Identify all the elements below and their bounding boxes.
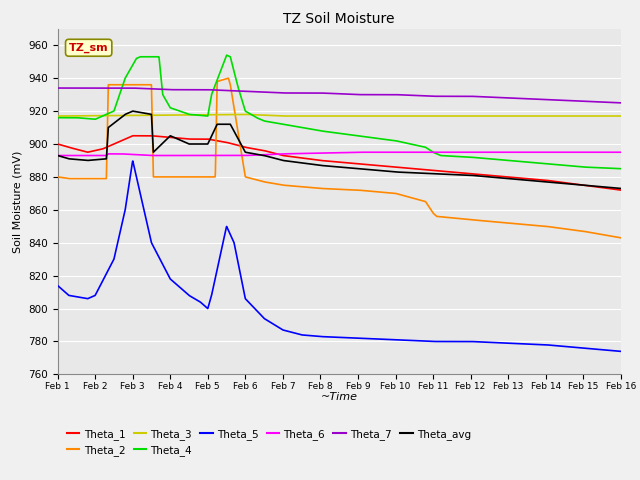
Y-axis label: Soil Moisture (mV): Soil Moisture (mV) bbox=[13, 150, 22, 253]
X-axis label: ~Time: ~Time bbox=[321, 393, 358, 402]
Legend: Theta_1, Theta_2, Theta_3, Theta_4, Theta_5, Theta_6, Theta_7, Theta_avg: Theta_1, Theta_2, Theta_3, Theta_4, Thet… bbox=[63, 424, 475, 460]
Title: TZ Soil Moisture: TZ Soil Moisture bbox=[284, 12, 395, 26]
Text: TZ_sm: TZ_sm bbox=[69, 43, 109, 53]
